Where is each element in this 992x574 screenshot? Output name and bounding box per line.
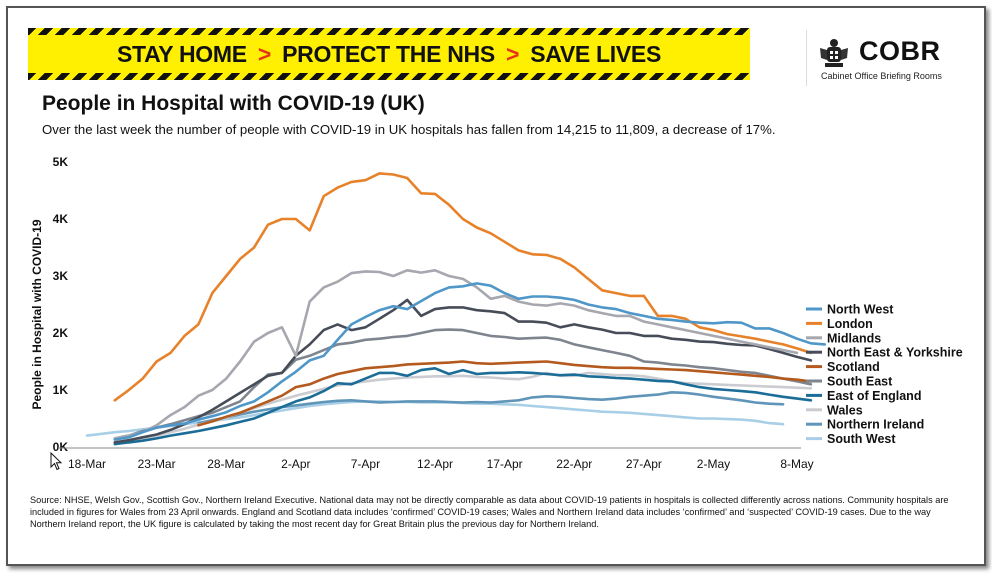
x-tick-label: 12-Apr: [417, 457, 453, 471]
banner-part-1: STAY HOME: [117, 41, 247, 67]
legend-label: London: [827, 317, 873, 331]
series-line-north-west: [113, 282, 827, 441]
x-tick-label: 23-Mar: [138, 457, 176, 471]
chart-title: People in Hospital with COVID-19 (UK): [42, 92, 425, 115]
legend-label: North West: [827, 303, 894, 317]
legend-label: Northern Ireland: [827, 418, 924, 432]
y-axis: People in Hospital with COVID-19 0K 1K 2K 3K…: [30, 155, 68, 454]
x-tick-label: 17-Apr: [487, 457, 523, 471]
y-tick-label: 4K: [53, 212, 69, 226]
y-axis-label: People in Hospital with COVID-19: [30, 219, 44, 409]
banner-part-3: SAVE LIVES: [530, 41, 661, 67]
banner-arrow-2: >: [505, 41, 520, 67]
legend-label: Wales: [827, 403, 863, 417]
x-tick-label: 7-Apr: [351, 457, 380, 471]
slide-frame: [6, 6, 986, 566]
banner-slogan: STAY HOME > PROTECT THE NHS > SAVE LIVES: [28, 39, 750, 69]
x-tick-label: 2-Apr: [281, 457, 310, 471]
legend-label: South East: [827, 375, 893, 389]
x-tick-label: 28-Mar: [207, 457, 245, 471]
x-axis: 18-Mar 23-Mar 28-Mar 2-Apr 7-Apr 12-Apr 17-Apr…: [58, 447, 814, 471]
x-tick-label: 8-May: [780, 457, 813, 471]
chart-subtitle: Over the last week the number of people …: [42, 122, 776, 137]
y-tick-label: 5K: [53, 155, 69, 169]
x-tick-label: 18-Mar: [68, 457, 106, 471]
legend-label: Midlands: [827, 331, 881, 345]
series-line-north-east-yorkshire: [113, 298, 813, 444]
mouse-pointer-icon: [50, 452, 63, 471]
source-footnote: Source: NHSE, Welsh Gov., Scottish Gov.,…: [30, 495, 949, 529]
legend-label: North East & Yorkshire: [827, 346, 963, 360]
logo-name: COBR: [859, 36, 941, 66]
series-line-south-east: [113, 328, 813, 440]
y-tick-label: 1K: [53, 383, 69, 397]
x-tick-label: 22-Apr: [556, 457, 592, 471]
series-line-london: [113, 172, 813, 402]
logo-subtitle: Cabinet Office Briefing Rooms: [821, 71, 942, 81]
legend-label: East of England: [827, 389, 921, 403]
series-lines: [85, 172, 827, 446]
banner-part-2: PROTECT THE NHS: [282, 41, 495, 67]
x-tick-label: 27-Apr: [626, 457, 662, 471]
y-tick-label: 2K: [53, 326, 69, 340]
y-tick-label: 3K: [53, 269, 69, 283]
hazard-stripe-bottom: [28, 73, 750, 80]
series-line-northern-ireland: [197, 390, 785, 425]
slogan-banner: STAY HOME > PROTECT THE NHS > SAVE LIVES: [28, 28, 750, 80]
series-line-scotland: [197, 360, 813, 427]
royal-crest-icon: [820, 39, 848, 67]
x-tick-label: 2-May: [697, 457, 730, 471]
cobr-logo: COBR Cabinet Office Briefing Rooms: [806, 30, 967, 86]
series-line-east-of-england: [113, 366, 813, 446]
hazard-stripe-top: [28, 28, 750, 35]
series-line-midlands: [113, 268, 799, 440]
legend-label: South West: [827, 432, 896, 446]
y-tick-label: 0K: [53, 440, 69, 454]
banner-arrow-1: >: [257, 41, 272, 67]
legend-label: Scotland: [827, 360, 880, 374]
